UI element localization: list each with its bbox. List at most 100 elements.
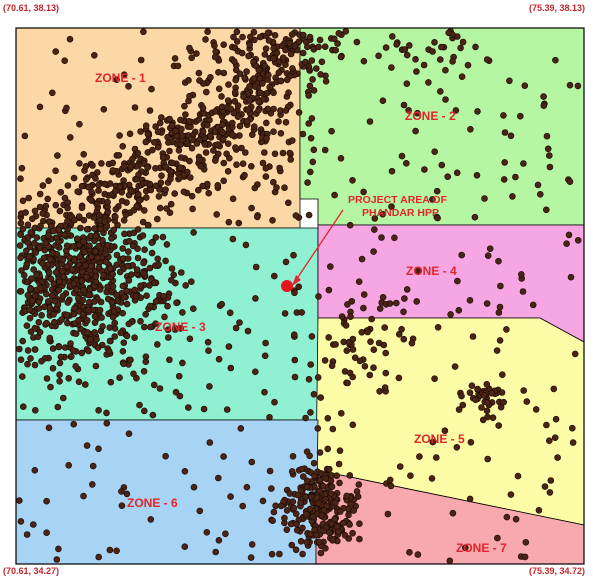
- epicenter-point: [420, 61, 428, 69]
- epicenter-point: [186, 44, 193, 52]
- epicenter-point: [287, 156, 295, 163]
- epicenter-point: [260, 149, 268, 156]
- epicenter-point: [255, 98, 263, 105]
- epicenter-point: [70, 243, 78, 250]
- epicenter-point: [144, 130, 152, 138]
- epicenter-point: [481, 195, 488, 202]
- epicenter-point: [535, 506, 543, 514]
- epicenter-point: [59, 267, 66, 275]
- epicenter-point: [117, 329, 124, 337]
- epicenter-point: [142, 353, 150, 361]
- epicenter-point: [65, 374, 72, 382]
- epicenter-point: [21, 132, 29, 140]
- epicenter-point: [72, 330, 80, 338]
- epicenter-point: [35, 298, 43, 306]
- epicenter-point: [322, 475, 330, 482]
- epicenter-point: [205, 189, 212, 197]
- epicenter-point: [242, 149, 249, 156]
- epicenter-point: [33, 271, 40, 279]
- epicenter-point: [250, 75, 258, 82]
- epicenter-point: [317, 549, 325, 557]
- epicenter-point: [281, 310, 289, 317]
- epicenter-point: [247, 33, 254, 41]
- epicenter-point: [181, 467, 189, 475]
- epicenter-point: [220, 41, 227, 49]
- epicenter-point: [151, 279, 158, 287]
- epicenter-point: [262, 339, 269, 347]
- epicenter-point: [113, 547, 120, 555]
- epicenter-point: [152, 234, 160, 241]
- epicenter-point: [304, 179, 311, 186]
- epicenter-point: [331, 191, 338, 199]
- epicenter-point: [370, 364, 377, 372]
- epicenter-point: [82, 381, 89, 388]
- epicenter-point: [248, 204, 255, 212]
- epicenter-point: [563, 240, 570, 247]
- epicenter-point: [464, 61, 472, 69]
- epicenter-point: [283, 507, 291, 514]
- epicenter-point: [506, 77, 513, 85]
- epicenter-point: [220, 453, 227, 460]
- epicenter-point: [567, 273, 575, 281]
- epicenter-point: [239, 160, 247, 167]
- epicenter-point: [17, 518, 25, 525]
- epicenter-point: [287, 520, 295, 528]
- epicenter-point: [328, 127, 335, 135]
- epicenter-point: [286, 490, 294, 497]
- epicenter-point: [96, 286, 104, 293]
- epicenter-point: [98, 314, 105, 321]
- epicenter-point: [64, 204, 71, 212]
- epicenter-point: [82, 163, 90, 170]
- epicenter-point: [186, 92, 193, 100]
- epicenter-point: [159, 233, 167, 241]
- epicenter-point: [116, 132, 123, 139]
- epicenter-point: [336, 447, 344, 455]
- epicenter-point: [71, 256, 78, 264]
- epicenter-point: [243, 118, 251, 125]
- epicenter-point: [85, 291, 93, 299]
- epicenter-point: [302, 58, 309, 66]
- epicenter-point: [270, 45, 277, 52]
- epicenter-point: [231, 98, 239, 105]
- epicenter-point: [327, 490, 335, 497]
- epicenter-point: [165, 334, 172, 341]
- epicenter-point: [42, 202, 50, 210]
- epicenter-point: [283, 76, 291, 84]
- epicenter-point: [193, 140, 201, 147]
- epicenter-point: [342, 322, 350, 329]
- epicenter-point: [521, 82, 529, 89]
- epicenter-point: [37, 222, 44, 230]
- epicenter-point: [501, 129, 509, 136]
- epicenter-point: [346, 472, 354, 479]
- epicenter-point: [102, 250, 109, 257]
- epicenter-point: [225, 218, 233, 226]
- epicenter-point: [55, 238, 62, 246]
- epicenter-point: [92, 175, 99, 182]
- epicenter-point: [105, 347, 113, 355]
- epicenter-point: [223, 406, 231, 413]
- epicenter-point: [356, 535, 363, 543]
- epicenter-point: [203, 528, 211, 536]
- epicenter-point: [43, 497, 50, 505]
- epicenter-point: [458, 251, 466, 259]
- epicenter-point: [51, 318, 58, 326]
- epicenter-point: [218, 300, 225, 308]
- epicenter-point: [349, 529, 356, 537]
- epicenter-point: [101, 180, 109, 188]
- epicenter-point: [355, 278, 363, 286]
- epicenter-point: [94, 169, 101, 176]
- epicenter-point: [388, 167, 396, 175]
- epicenter-point: [378, 234, 385, 241]
- zone-label-7: ZONE - 7: [456, 541, 507, 555]
- epicenter-point: [168, 265, 176, 272]
- epicenter-point: [140, 28, 147, 36]
- epicenter-point: [428, 475, 436, 482]
- epicenter-point: [291, 42, 299, 50]
- epicenter-point: [243, 68, 250, 75]
- epicenter-point: [459, 401, 467, 409]
- epicenter-point: [472, 396, 479, 404]
- epicenter-point: [45, 177, 52, 185]
- epicenter-point: [320, 527, 328, 535]
- epicenter-point: [27, 285, 34, 293]
- epicenter-point: [442, 66, 449, 74]
